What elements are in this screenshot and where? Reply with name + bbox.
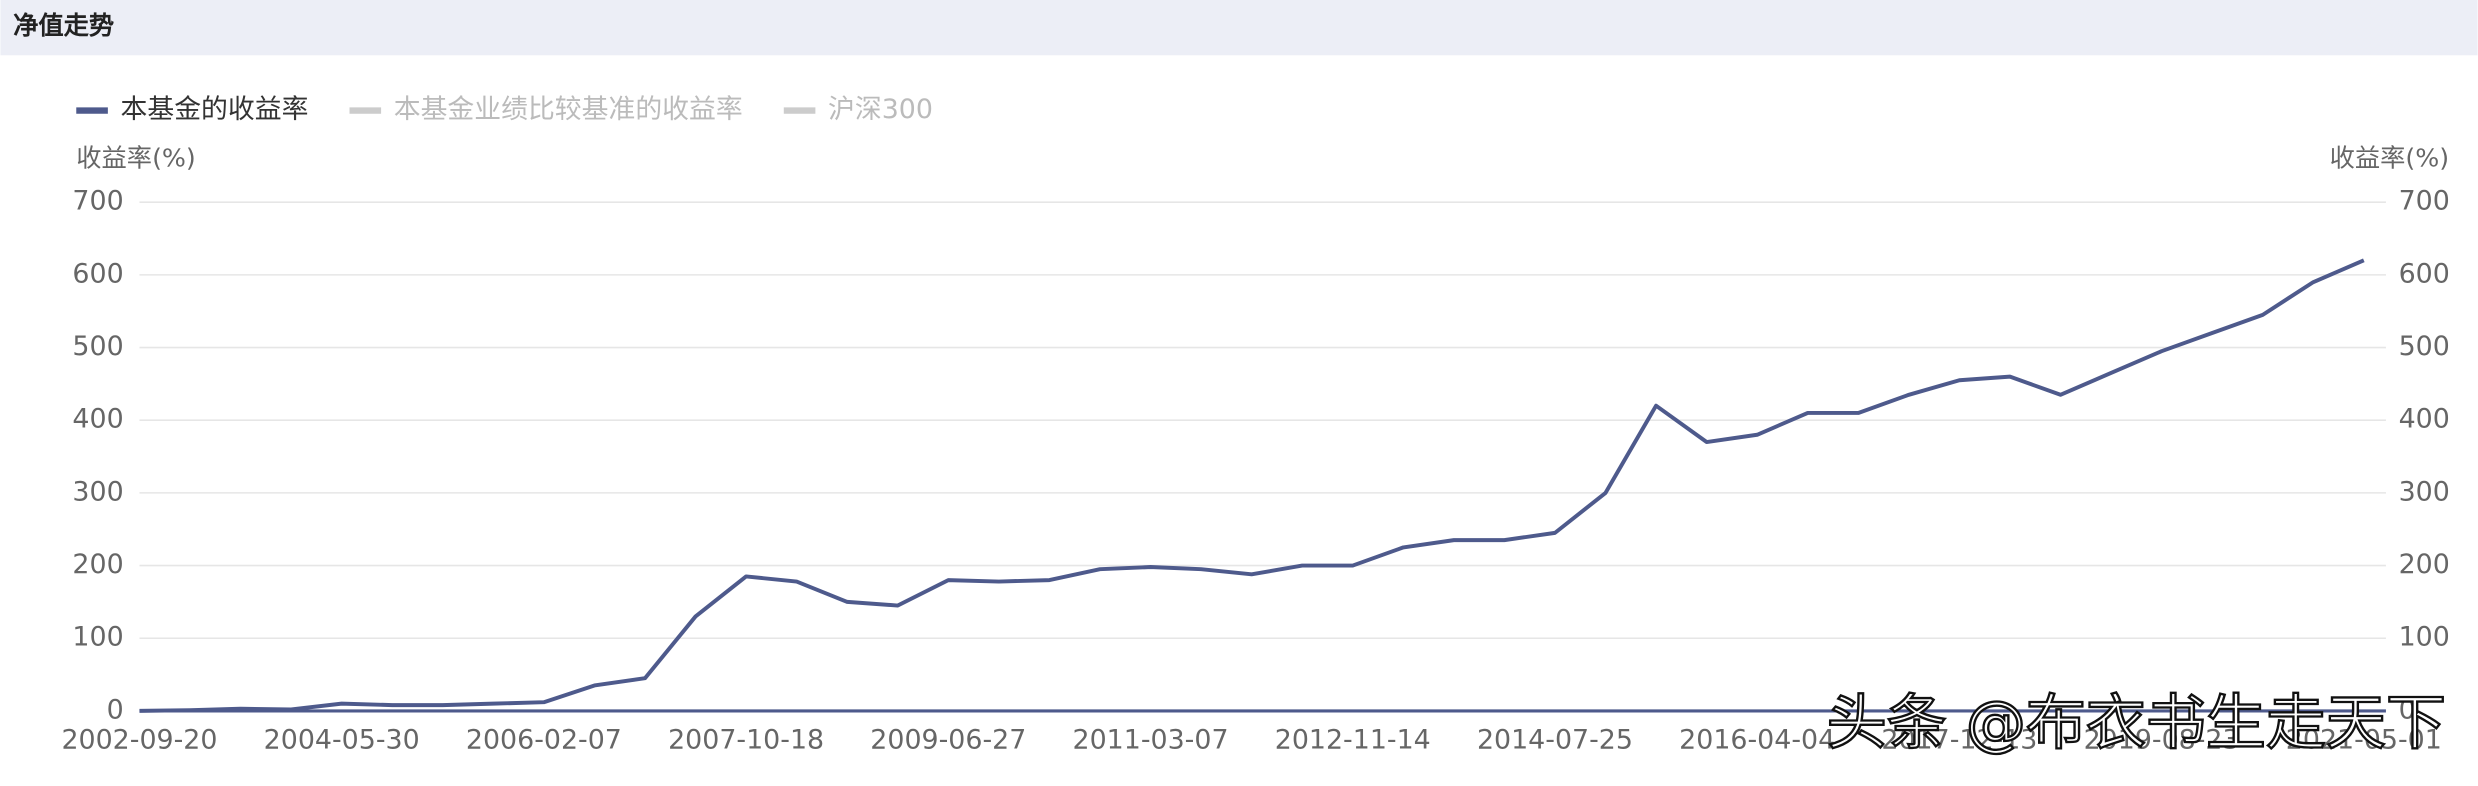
x-tick-label: 2002-09-20 xyxy=(61,724,217,755)
x-tick-label: 2011-03-07 xyxy=(1073,724,1229,755)
header-title: 净值走势 xyxy=(13,11,114,40)
y2-tick-label: 700 xyxy=(2399,186,2450,217)
x-tick-label: 2019-08-23 xyxy=(2084,724,2240,755)
y2-tick-label: 500 xyxy=(2399,331,2450,362)
y2-tick-label: 0 xyxy=(2399,694,2416,725)
header-bar xyxy=(0,0,2478,56)
x-tick-label: 2014-07-25 xyxy=(1477,724,1633,755)
x-tick-label: 2017-12-13 xyxy=(1881,724,2037,755)
y-tick-label: 700 xyxy=(72,186,123,217)
x-tick-label: 2009-06-27 xyxy=(870,724,1026,755)
y2-tick-label: 200 xyxy=(2399,549,2450,580)
y2-tick-label: 400 xyxy=(2399,404,2450,435)
x-tick-label: 2021-05-01 xyxy=(2286,724,2442,755)
legend-label[interactable]: 本基金的收益率 xyxy=(121,94,309,125)
y-axis-label: 收益率(%) xyxy=(76,144,196,173)
y-tick-label: 500 xyxy=(72,331,123,362)
y2-tick-label: 600 xyxy=(2399,258,2450,289)
watermark: 头条 @布衣书生走天下 xyxy=(1827,688,2446,758)
y-tick-label: 0 xyxy=(107,694,124,725)
y2-tick-label: 300 xyxy=(2399,476,2450,507)
y-tick-label: 200 xyxy=(72,549,123,580)
x-tick-label: 2007-10-18 xyxy=(668,724,824,755)
y2-tick-label: 100 xyxy=(2399,622,2450,653)
y-tick-label: 300 xyxy=(72,476,123,507)
x-tick-label: 2006-02-07 xyxy=(466,724,622,755)
y2-axis-label: 收益率(%) xyxy=(2330,144,2450,173)
legend-label[interactable]: 本基金业绩比较基准的收益率 xyxy=(394,94,743,125)
x-tick-label: 2012-11-14 xyxy=(1275,724,1431,755)
y-tick-label: 100 xyxy=(72,622,123,653)
series-line xyxy=(139,258,2365,713)
x-tick-label: 2004-05-30 xyxy=(264,724,420,755)
legend-label[interactable]: 沪深300 xyxy=(828,94,933,125)
y-tick-label: 400 xyxy=(72,404,123,435)
x-tick-label: 2016-04-04 xyxy=(1679,724,1835,755)
y-tick-label: 600 xyxy=(72,258,123,289)
